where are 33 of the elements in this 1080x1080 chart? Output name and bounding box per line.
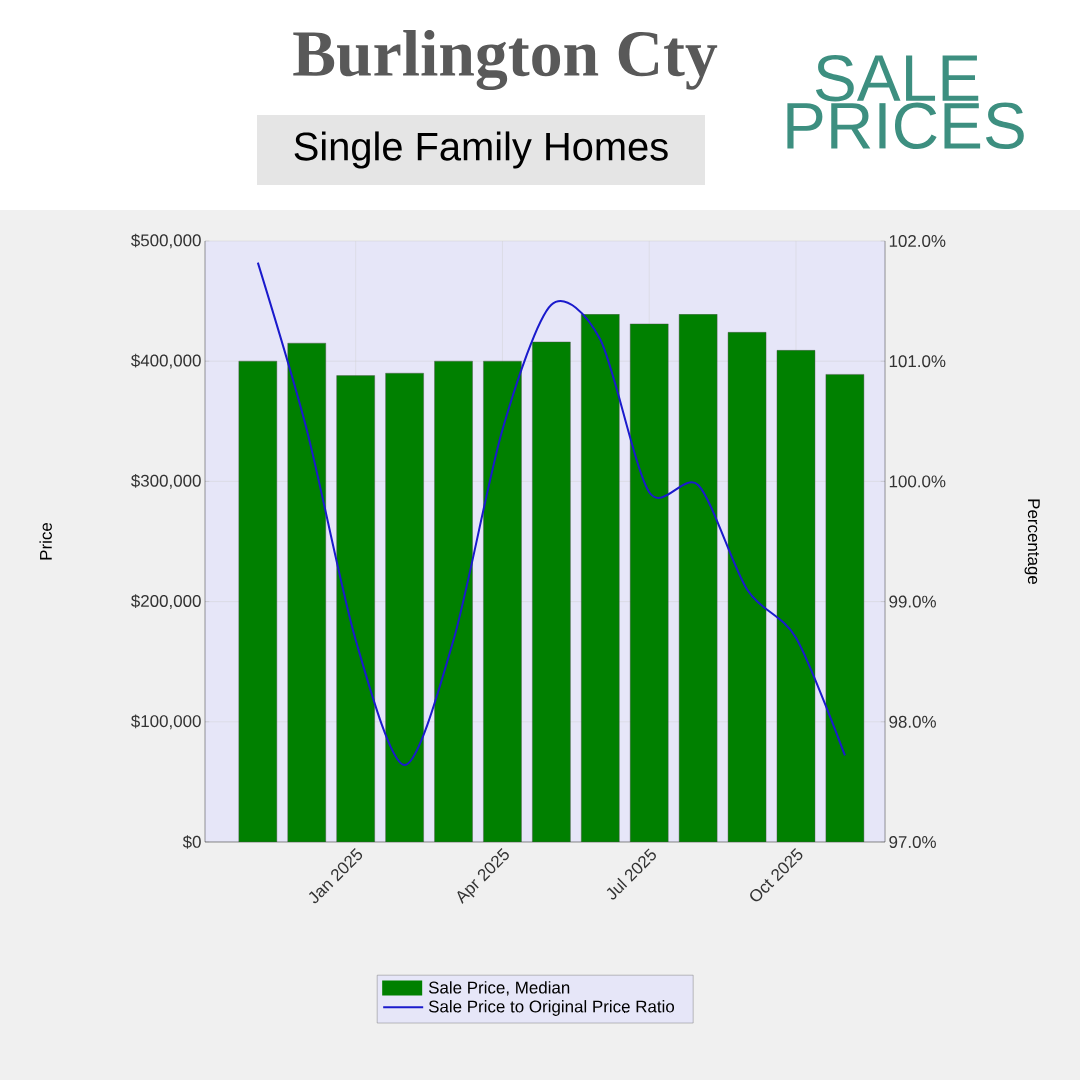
bar	[678, 314, 718, 842]
bar	[238, 360, 278, 842]
bar	[336, 375, 375, 842]
y-tick-label: $0	[182, 835, 201, 849]
y2-tick-label: 100.0%	[889, 475, 946, 488]
legend-label: Sale Price, Median	[428, 981, 570, 996]
y-tick-label: $300,000	[131, 474, 201, 489]
y2-tick-label: 99.0%	[889, 595, 936, 608]
y2-tick-label: 102.0%	[889, 234, 946, 247]
bar	[287, 342, 326, 842]
chart-subtitle: Single Family Homes	[294, 131, 668, 169]
bar	[630, 323, 669, 842]
bar	[532, 341, 571, 842]
line-series	[256, 261, 846, 767]
bar	[776, 350, 816, 842]
bar	[483, 360, 522, 842]
y-tick-label: $400,000	[131, 353, 201, 369]
y2-axis-title: Percentage	[1024, 499, 1040, 585]
chart-title: Burlington Cty	[293, 29, 718, 91]
y-tick-label: $100,000	[131, 714, 201, 730]
legend-label: Sale Price to Original Price Ratio	[428, 1000, 675, 1016]
bar	[727, 332, 767, 842]
bar	[385, 373, 424, 842]
bar	[581, 314, 620, 842]
y-axis-title: Price	[39, 522, 52, 560]
y2-tick-label: 97.0%	[889, 836, 936, 848]
y-tick-label: $200,000	[131, 594, 201, 609]
y-tick-label: $500,000	[131, 233, 201, 249]
y2-tick-label: 98.0%	[889, 715, 936, 728]
bar	[434, 360, 473, 842]
y2-tick-label: 101.0%	[889, 355, 946, 368]
bar	[825, 374, 865, 842]
text: SALE PRICES	[787, 54, 1024, 150]
